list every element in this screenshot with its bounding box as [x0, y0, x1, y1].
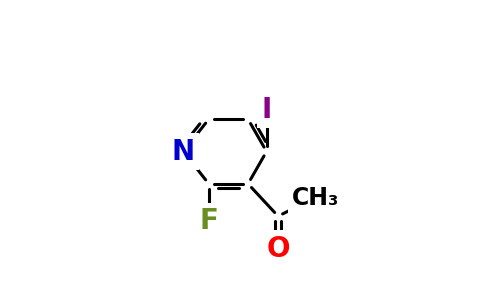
Text: N: N	[172, 137, 195, 166]
Text: F: F	[199, 207, 218, 235]
Text: CH₃: CH₃	[291, 186, 339, 210]
Text: I: I	[261, 96, 272, 124]
Text: O: O	[266, 235, 290, 262]
